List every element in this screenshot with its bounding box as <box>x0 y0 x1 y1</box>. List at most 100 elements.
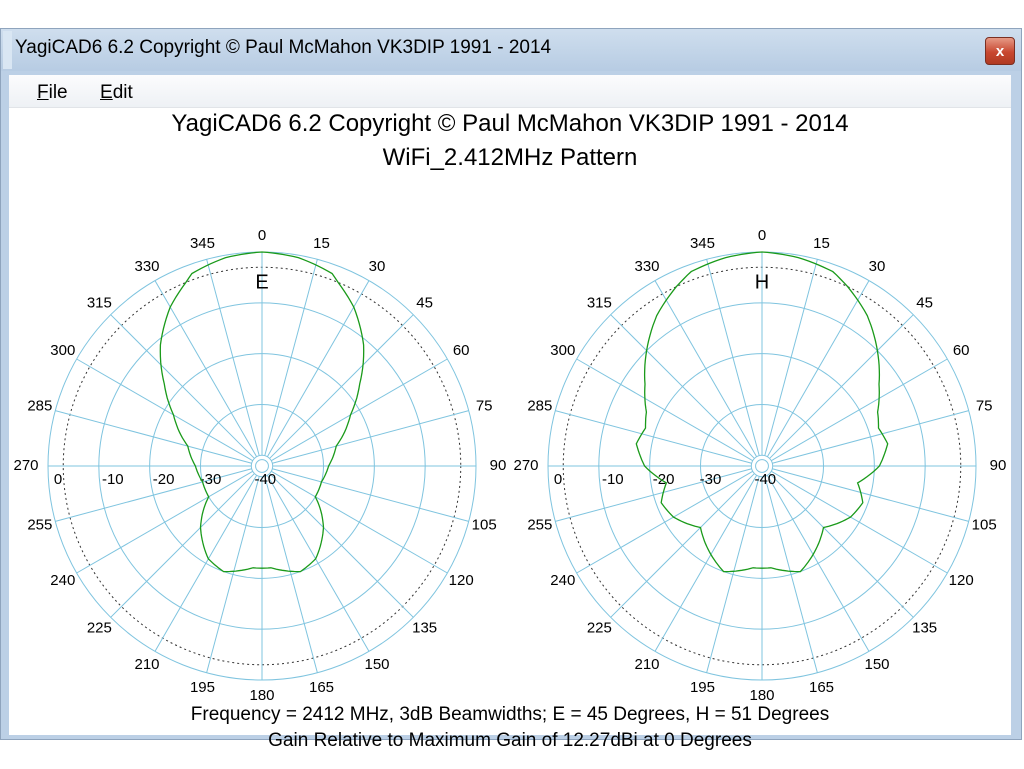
h-plane-angle-label: 105 <box>972 516 997 533</box>
h-plane-angle-label: 255 <box>527 516 552 533</box>
e-plane-grid-spoke <box>206 259 260 456</box>
h-plane-grid-spoke <box>706 476 760 673</box>
h-plane-angle-label: 180 <box>749 687 774 704</box>
frequency-beamwidth-text: Frequency = 2412 MHz, 3dB Beamwidths; E … <box>190 704 830 725</box>
h-plane-label: H <box>755 271 769 293</box>
e-plane-db-label: -10 <box>102 471 124 488</box>
h-plane-grid-spoke <box>576 470 753 574</box>
gain-reference-text: Gain Relative to Maximum Gain of 12.27dB… <box>268 730 752 751</box>
e-plane-angle-label: 240 <box>50 572 75 589</box>
e-plane-db-label: -20 <box>153 471 175 488</box>
h-plane-grid-spoke <box>654 280 758 457</box>
e-plane-angle-label: 105 <box>472 516 497 533</box>
e-plane-grid-spoke <box>272 468 469 522</box>
h-plane-angle-label: 315 <box>587 294 612 311</box>
h-plane-grid-spoke <box>766 280 870 457</box>
menu-file[interactable]: File <box>37 82 68 104</box>
e-plane-grid-spoke <box>154 280 258 457</box>
h-plane-angle-label: 120 <box>949 572 974 589</box>
e-plane-angle-label: 90 <box>490 457 507 474</box>
h-plane-grid-spoke <box>555 468 752 522</box>
menu-bar: File Edit <box>9 75 1011 108</box>
h-plane-grid-spoke <box>576 358 753 462</box>
h-plane-grid-ring <box>755 459 769 473</box>
e-plane-label: E <box>255 271 268 293</box>
menu-file-mnemonic: F <box>37 82 49 103</box>
h-plane-angle-label: 300 <box>550 342 575 359</box>
h-plane-angle-label: 15 <box>813 235 830 252</box>
e-plane-angle-label: 165 <box>309 679 334 696</box>
h-plane-angle-label: 30 <box>869 258 886 275</box>
h-plane-angle-label: 0 <box>758 227 766 244</box>
e-plane-angle-label: 15 <box>313 235 330 252</box>
e-plane-angle-label: 195 <box>190 679 215 696</box>
h-plane-grid-spoke <box>769 314 914 459</box>
e-plane-grid-spoke <box>55 410 252 464</box>
h-plane-angle-label: 270 <box>513 457 538 474</box>
e-plane-grid-spoke <box>264 476 318 673</box>
e-plane-angle-label: 135 <box>412 620 437 637</box>
h-plane-grid-spoke <box>610 314 755 459</box>
close-button[interactable]: x <box>985 37 1015 65</box>
e-plane-angle-label: 285 <box>27 397 52 414</box>
polar-charts: 0 153045607590105120135150165180195210225… <box>13 227 1006 704</box>
pattern-plot-area: YagiCAD6 6.2 Copyright © Paul McMahon VK… <box>9 108 1011 751</box>
h-plane-db-label: -20 <box>653 471 675 488</box>
h-plane-grid-spoke <box>769 473 914 618</box>
e-plane-angle-label: 150 <box>364 656 389 673</box>
e-plane-angle-label: 45 <box>416 294 433 311</box>
e-plane-angle-label: 270 <box>13 457 38 474</box>
e-plane-grid-spoke <box>76 470 253 574</box>
e-plane-grid-spoke <box>76 358 253 462</box>
h-plane-db-label: -10 <box>602 471 624 488</box>
h-plane-angle-label: 210 <box>634 656 659 673</box>
e-plane-grid-spoke <box>271 358 448 462</box>
h-plane-grid-spoke <box>706 259 760 456</box>
e-plane-angle-label: 300 <box>50 342 75 359</box>
h-plane-angle-label: 285 <box>527 397 552 414</box>
h-plane-grid-spoke <box>654 475 758 652</box>
e-plane-grid-spoke <box>266 280 370 457</box>
h-plane-angle-label: 60 <box>953 342 970 359</box>
h-plane-angle-label: 165 <box>809 679 834 696</box>
e-plane-angle-label: 120 <box>449 572 474 589</box>
h-plane-grid-spoke <box>771 470 948 574</box>
h-plane-grid-spoke <box>764 476 818 673</box>
app-icon <box>3 31 12 69</box>
e-plane-angle-label: 315 <box>87 294 112 311</box>
e-plane-grid-spoke <box>272 410 469 464</box>
e-plane-grid-spoke <box>266 475 370 652</box>
title-bar[interactable]: YagiCAD6 6.2 Copyright © Paul McMahon VK… <box>1 29 1021 71</box>
e-plane-angle-label: 255 <box>27 516 52 533</box>
e-plane-grid-spoke <box>206 476 260 673</box>
h-plane-db-label: -30 <box>700 471 722 488</box>
e-plane-db-label: -40 <box>254 471 276 488</box>
e-plane-grid-spoke <box>264 259 318 456</box>
h-plane-grid-spoke <box>555 410 752 464</box>
e-plane-grid-spoke <box>110 314 255 459</box>
window-title: YagiCAD6 6.2 Copyright © Paul McMahon VK… <box>15 37 552 58</box>
app-window: YagiCAD6 6.2 Copyright © Paul McMahon VK… <box>0 28 1022 751</box>
h-plane-angle-label: 195 <box>690 679 715 696</box>
e-plane-db-label: -30 <box>200 471 222 488</box>
menu-edit-label: dit <box>112 82 133 103</box>
plot-subtitle: WiFi_2.412MHz Pattern <box>382 144 638 171</box>
h-plane-grid-spoke <box>772 410 969 464</box>
h-plane-angle-label: 75 <box>976 397 993 414</box>
e-plane-angle-label: 225 <box>87 620 112 637</box>
h-plane-db-label: -40 <box>754 471 776 488</box>
h-plane-angle-label: 345 <box>690 235 715 252</box>
h-plane-pattern-trace <box>635 251 889 573</box>
e-plane-angle-label: 345 <box>190 235 215 252</box>
e-plane-grid-spoke <box>269 314 414 459</box>
e-plane-grid-spoke <box>55 468 252 522</box>
e-plane-pattern-trace <box>159 251 365 573</box>
close-icon: x <box>995 42 1005 60</box>
e-plane-angle-label: 330 <box>134 258 159 275</box>
h-plane-angle-label: 45 <box>916 294 933 311</box>
e-plane-db-label: 0 <box>54 471 62 488</box>
h-plane-angle-label: 135 <box>912 620 937 637</box>
menu-edit[interactable]: Edit <box>100 82 133 104</box>
h-plane-grid-spoke <box>772 468 969 522</box>
e-plane-grid-ring <box>255 459 269 473</box>
